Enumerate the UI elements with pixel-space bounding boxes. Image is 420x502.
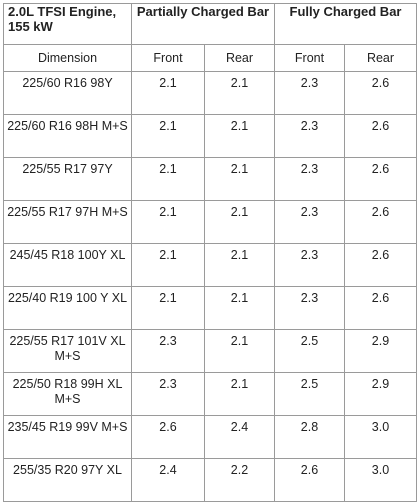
full-rear-cell: 2.6: [344, 200, 417, 244]
full-rear-cell: 3.0: [344, 415, 417, 459]
partial-front-cell: 2.1: [131, 157, 205, 201]
partially-charged-header: Partially Charged Bar: [131, 3, 275, 45]
full-front-cell: 2.5: [274, 372, 345, 416]
full-front-cell: 2.3: [274, 286, 345, 330]
full-rear-cell: 2.9: [344, 372, 417, 416]
full-rear-cell: 2.6: [344, 286, 417, 330]
fully-charged-header: Fully Charged Bar: [274, 3, 417, 45]
full-front-cell: 2.3: [274, 114, 345, 158]
dimension-cell: 225/55 R17 101V XL M+S: [3, 329, 132, 373]
dimension-header: Dimension: [3, 44, 132, 72]
partial-front-cell: 2.1: [131, 286, 205, 330]
dimension-cell: 225/50 R18 99H XL M+S: [3, 372, 132, 416]
partial-front-cell: 2.3: [131, 372, 205, 416]
dimension-cell: 235/45 R19 99V M+S: [3, 415, 132, 459]
dimension-cell: 225/60 R16 98Y: [3, 71, 132, 115]
dimension-cell: 245/45 R18 100Y XL: [3, 243, 132, 287]
full-front-cell: 2.6: [274, 458, 345, 502]
partial-front-header: Front: [131, 44, 205, 72]
full-front-cell: 2.3: [274, 157, 345, 201]
table-row: 225/60 R16 98Y 2.1 2.1 2.3 2.6: [3, 71, 417, 115]
table-row: 225/55 R17 97Y 2.1 2.1 2.3 2.6: [3, 157, 417, 201]
full-front-cell: 2.3: [274, 200, 345, 244]
partial-front-cell: 2.6: [131, 415, 205, 459]
partial-rear-cell: 2.1: [204, 200, 275, 244]
dimension-cell: 225/55 R17 97H M+S: [3, 200, 132, 244]
partial-front-cell: 2.1: [131, 71, 205, 115]
full-rear-header: Rear: [344, 44, 417, 72]
partial-rear-cell: 2.1: [204, 71, 275, 115]
partial-rear-cell: 2.1: [204, 286, 275, 330]
partial-rear-cell: 2.1: [204, 243, 275, 287]
dimension-cell: 225/60 R16 98H M+S: [3, 114, 132, 158]
dimension-cell: 225/40 R19 100 Y XL: [3, 286, 132, 330]
full-front-cell: 2.3: [274, 243, 345, 287]
partial-front-cell: 2.1: [131, 200, 205, 244]
partial-rear-header: Rear: [204, 44, 275, 72]
full-front-cell: 2.8: [274, 415, 345, 459]
partial-rear-cell: 2.1: [204, 329, 275, 373]
partial-front-cell: 2.4: [131, 458, 205, 502]
table-row: 225/50 R18 99H XL M+S 2.3 2.1 2.5 2.9: [3, 372, 417, 416]
partial-rear-cell: 2.1: [204, 372, 275, 416]
engine-header: 2.0L TFSI Engine, 155 kW: [3, 3, 132, 45]
table-row: 235/45 R19 99V M+S 2.6 2.4 2.8 3.0: [3, 415, 417, 459]
table-row: 225/60 R16 98H M+S 2.1 2.1 2.3 2.6: [3, 114, 417, 158]
full-rear-cell: 3.0: [344, 458, 417, 502]
partial-rear-cell: 2.1: [204, 157, 275, 201]
full-front-header: Front: [274, 44, 345, 72]
full-front-cell: 2.5: [274, 329, 345, 373]
partial-front-cell: 2.1: [131, 243, 205, 287]
partial-rear-cell: 2.4: [204, 415, 275, 459]
tire-pressure-table: 2.0L TFSI Engine, 155 kW Partially Charg…: [3, 3, 417, 502]
dimension-cell: 255/35 R20 97Y XL: [3, 458, 132, 502]
partial-rear-cell: 2.2: [204, 458, 275, 502]
partial-front-cell: 2.3: [131, 329, 205, 373]
full-rear-cell: 2.6: [344, 114, 417, 158]
table-row: 255/35 R20 97Y XL 2.4 2.2 2.6 3.0: [3, 458, 417, 502]
table-row: 225/55 R17 97H M+S 2.1 2.1 2.3 2.6: [3, 200, 417, 244]
full-rear-cell: 2.6: [344, 71, 417, 115]
partial-front-cell: 2.1: [131, 114, 205, 158]
table-row: 225/55 R17 101V XL M+S 2.3 2.1 2.5 2.9: [3, 329, 417, 373]
full-rear-cell: 2.6: [344, 243, 417, 287]
header-row: 2.0L TFSI Engine, 155 kW Partially Charg…: [3, 3, 417, 45]
table-row: 245/45 R18 100Y XL 2.1 2.1 2.3 2.6: [3, 243, 417, 287]
partial-rear-cell: 2.1: [204, 114, 275, 158]
full-front-cell: 2.3: [274, 71, 345, 115]
subheader-row: Dimension Front Rear Front Rear: [3, 44, 417, 72]
full-rear-cell: 2.9: [344, 329, 417, 373]
table-row: 225/40 R19 100 Y XL 2.1 2.1 2.3 2.6: [3, 286, 417, 330]
full-rear-cell: 2.6: [344, 157, 417, 201]
dimension-cell: 225/55 R17 97Y: [3, 157, 132, 201]
